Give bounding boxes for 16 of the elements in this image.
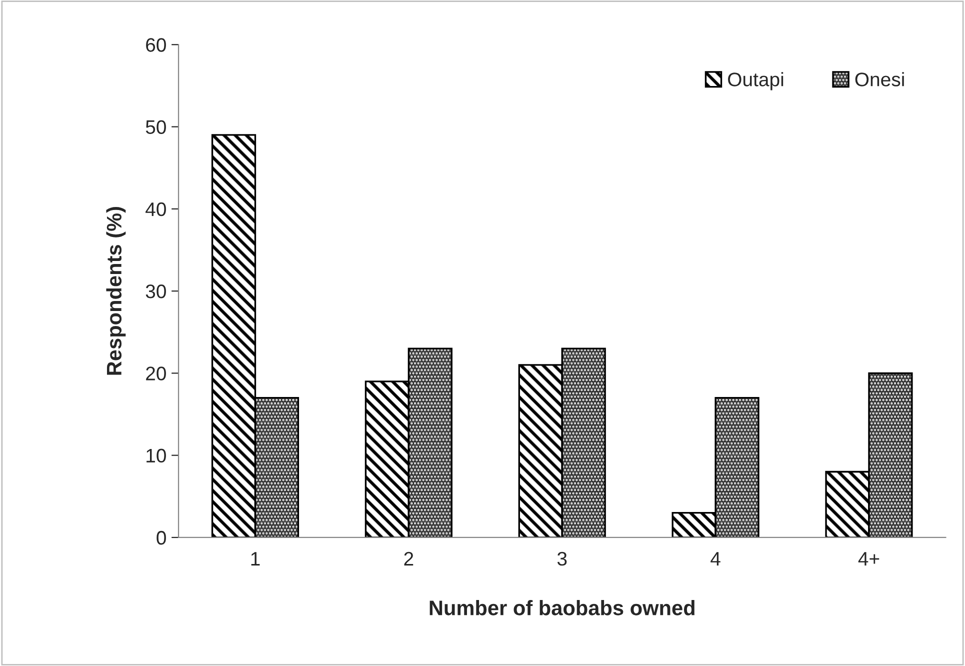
y-tick-label: 40 bbox=[146, 202, 166, 216]
legend-label: Outapi bbox=[728, 72, 784, 90]
y-tick-label: 10 bbox=[146, 448, 166, 463]
x-tick-label: 2 bbox=[404, 552, 414, 566]
y-axis-title: Respondents (%) bbox=[106, 207, 126, 375]
y-tick-label: 30 bbox=[146, 284, 166, 298]
x-tick-label: 1 bbox=[251, 552, 260, 566]
x-axis-title: Number of baobabs owned bbox=[430, 600, 694, 616]
legend-label: Onesi bbox=[855, 72, 904, 86]
y-tick-label: 60 bbox=[146, 38, 166, 52]
y-tick-label: 50 bbox=[146, 120, 166, 134]
y-tick-label: 0 bbox=[156, 530, 166, 545]
x-tick-label: 4 bbox=[710, 552, 720, 566]
x-tick-label: 4+ bbox=[858, 552, 880, 566]
x-tick-label: 3 bbox=[557, 552, 567, 566]
y-tick-label: 20 bbox=[146, 366, 166, 380]
